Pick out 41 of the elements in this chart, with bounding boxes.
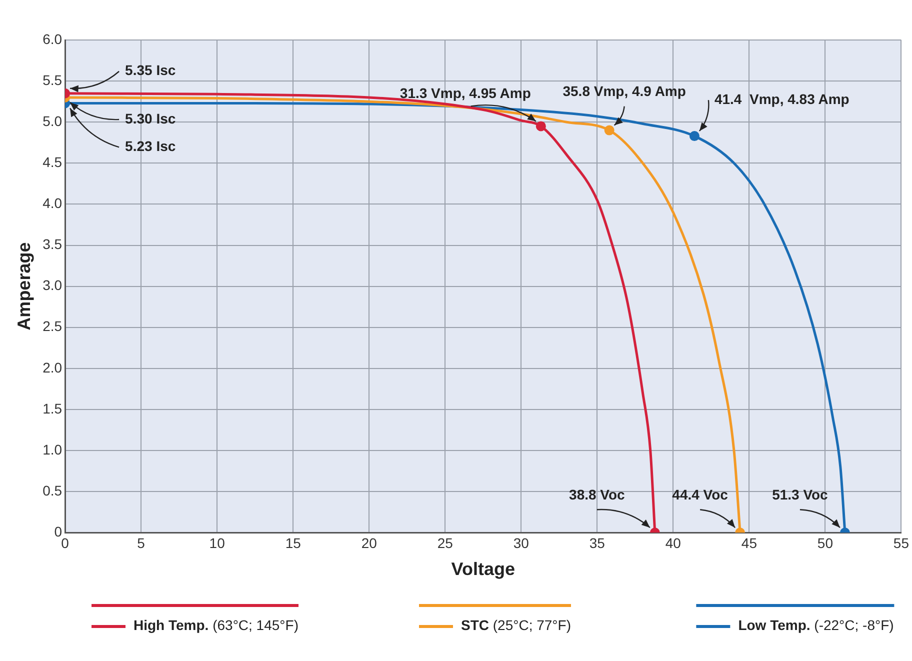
annotation: 41.4 Vmp, 4.83 Amp: [714, 90, 850, 107]
x-tick-label: 40: [665, 534, 682, 551]
y-tick-label: 6.0: [42, 30, 62, 47]
x-tick-label: 25: [437, 534, 454, 551]
y-tick-label: 2.0: [42, 359, 62, 376]
legend-label: High Temp. (63°C; 145°F): [134, 617, 298, 633]
annotation: 35.8 Vmp, 4.9 Amp: [562, 83, 686, 100]
x-tick-label: 5: [137, 534, 146, 551]
x-tick-label: 15: [285, 534, 302, 551]
x-tick-label: 50: [817, 534, 834, 551]
x-tick-label: 30: [513, 534, 530, 551]
annotation: 51.3 Voc: [772, 486, 828, 502]
legend-label: STC (25°C; 77°F): [461, 617, 571, 633]
y-tick-label: 4.5: [42, 154, 62, 170]
point: [536, 121, 546, 132]
x-tick-label: 20: [361, 534, 378, 551]
x-tick-label: 35: [589, 534, 606, 551]
annotation: 5.35 Isc: [125, 62, 176, 78]
x-tick-label: 10: [209, 534, 226, 551]
x-tick-label: 55: [893, 534, 910, 551]
annotation: 5.23 Isc: [125, 138, 176, 154]
annotation: 38.8 Voc: [569, 486, 626, 502]
annotation: 31.3 Vmp, 4.95 Amp: [400, 85, 531, 102]
y-tick-label: 0.5: [42, 482, 62, 498]
y-tick-label: 1.5: [42, 400, 62, 416]
legend-label: Low Temp. (-22°C; -8°F): [738, 617, 894, 633]
x-tick-label: 45: [741, 534, 758, 551]
y-tick-label: 3.5: [42, 236, 62, 252]
y-tick-label: 5.5: [42, 72, 62, 88]
point: [604, 125, 614, 136]
y-axis-title: Amperage: [14, 242, 34, 330]
y-tick-label: 2.5: [42, 318, 62, 334]
y-tick-label: 1.0: [42, 441, 62, 458]
annotation: 5.30 Isc: [125, 110, 176, 126]
x-axis-title: Voltage: [451, 559, 515, 580]
y-tick-label: 0: [54, 523, 62, 540]
y-tick-label: 5.0: [42, 112, 62, 129]
annotation: 44.4 Voc: [672, 486, 728, 502]
y-tick-label: 4.0: [42, 195, 62, 212]
y-tick-label: 3.0: [42, 277, 62, 294]
point: [689, 131, 700, 142]
